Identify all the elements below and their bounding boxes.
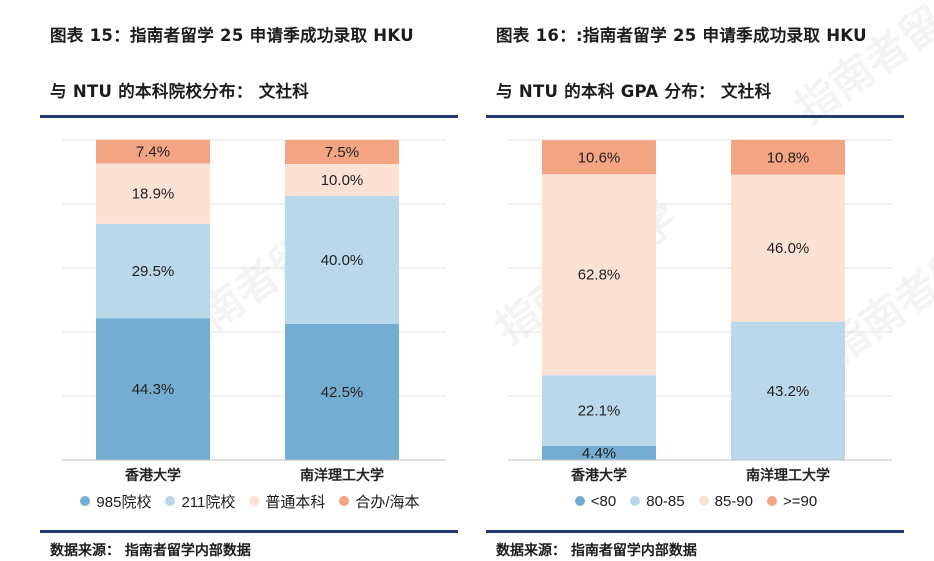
legend-label: 80-85	[646, 492, 685, 510]
stacked-bar-chart: 4.4% 22.1% 62.8% 10.6% 香港大学 43.2% 46.0% 10.8% 南洋…	[508, 139, 892, 484]
data-label: 4.4%	[582, 445, 616, 462]
legend-swatch	[80, 496, 91, 506]
data-label: 7.4%	[136, 144, 170, 161]
bar-segment	[731, 321, 845, 460]
bar-segment	[285, 140, 399, 164]
bar-segment	[285, 324, 399, 460]
data-label: 44.3%	[132, 381, 175, 398]
legend-swatch	[165, 496, 176, 506]
data-label: 29.5%	[132, 263, 175, 280]
legend-label: 合办/海本	[355, 493, 420, 511]
legend-item: 普通本科	[249, 491, 325, 512]
x-tick-label: 香港大学	[570, 467, 627, 484]
legend-label: 211院校	[181, 493, 236, 511]
stacked-bar-chart: 44.3% 29.5% 18.9% 7.4% 香港大学 42.5% 40.0% 10.0% 7.…	[62, 139, 446, 484]
legend-label: 85-90	[714, 492, 753, 510]
data-source: 数据来源： 指南者留学内部数据	[496, 543, 697, 559]
chart-legend: 985院校 211院校 普通本科 合办/海本	[40, 488, 460, 514]
bottom-divider	[486, 530, 904, 533]
right-chart-panel: 图表 16：:指南者留学 25 申请季成功录取 HKU 与 NTU 的本科 GP…	[486, 0, 906, 561]
bar-segment	[542, 174, 656, 376]
legend-item: 85-90	[698, 492, 753, 510]
data-label: 10.8%	[767, 149, 810, 166]
legend-swatch	[339, 496, 350, 506]
bar-segment	[542, 445, 656, 460]
legend-label: <80	[590, 492, 617, 510]
chart-title-line-1: 图表 16：:指南者留学 25 申请季成功录取 HKU	[496, 26, 867, 45]
x-tick-label: 香港大学	[124, 467, 181, 484]
data-label: 10.6%	[578, 149, 621, 166]
top-divider	[40, 115, 458, 118]
chart-title-line-2: 与 NTU 的本科 GPA 分布： 文社科	[496, 82, 772, 101]
bar-segment	[731, 174, 845, 322]
chart-legend: <80 80-85 85-90 >=90	[486, 488, 906, 514]
data-label: 43.2%	[767, 383, 810, 400]
x-tick-label: 南洋理工大学	[300, 467, 384, 484]
data-label: 18.9%	[132, 186, 175, 203]
legend-swatch	[766, 496, 777, 506]
data-label: 10.0%	[321, 172, 364, 189]
data-label: 40.0%	[321, 252, 364, 269]
legend-item: 合办/海本	[339, 491, 420, 512]
legend-item: 211院校	[165, 491, 235, 512]
legend-swatch	[698, 496, 709, 506]
bottom-divider	[40, 530, 458, 533]
data-label: 42.5%	[321, 384, 364, 401]
legend-label: 985院校	[96, 493, 152, 511]
legend-item: <80	[574, 492, 617, 510]
bar-segment	[96, 318, 210, 460]
legend-item: >=90	[766, 492, 818, 510]
legend-label: 普通本科	[265, 493, 326, 511]
chart-title-line-1: 图表 15：指南者留学 25 申请季成功录取 HKU	[50, 26, 414, 45]
data-label: 7.5%	[325, 144, 359, 161]
legend-swatch	[574, 496, 585, 506]
data-label: 22.1%	[578, 403, 621, 420]
bar-segment	[285, 196, 399, 324]
legend-swatch	[249, 496, 260, 506]
bar-segment	[542, 140, 656, 175]
data-source: 数据来源： 指南者留学内部数据	[50, 543, 251, 559]
bar-segment	[96, 139, 210, 164]
legend-item: 80-85	[630, 492, 685, 510]
data-label: 46.0%	[767, 240, 810, 257]
top-divider	[486, 115, 904, 118]
bar-segment	[96, 223, 210, 319]
legend-label: >=90	[782, 492, 818, 510]
bar-segment	[542, 375, 656, 446]
bar-segment	[285, 164, 399, 196]
chart-title-line-2: 与 NTU 的本科院校分布： 文社科	[50, 82, 310, 101]
data-label: 62.8%	[578, 267, 621, 284]
legend-item: 985院校	[80, 491, 151, 512]
legend-swatch	[630, 496, 641, 506]
x-tick-label: 南洋理工大学	[746, 467, 830, 484]
left-chart-panel: 图表 15：指南者留学 25 申请季成功录取 HKU 与 NTU 的本科院校分布…	[40, 0, 460, 561]
bar-segment	[96, 163, 210, 224]
bar-segment	[731, 140, 845, 175]
